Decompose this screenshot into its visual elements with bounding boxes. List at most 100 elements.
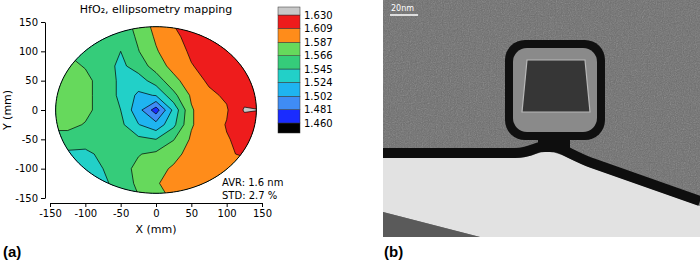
x-tick: -50 (113, 203, 129, 219)
grid-cell (147, 132, 165, 147)
y-tick-mark (41, 22, 45, 23)
annotation: STD: 2.7 % (222, 190, 277, 201)
annotation: AVR: 1.6 nm (222, 177, 283, 188)
grid-cell (253, 29, 271, 44)
contour-band (172, 15, 270, 157)
y-tick-mark (41, 198, 45, 199)
x-axis: -150-100-50050100150 (39, 203, 272, 219)
grid-cell (94, 161, 112, 176)
figure: -150-100-50050100150-150-100-50050100150… (0, 0, 700, 264)
x-tick: 50 (185, 203, 198, 219)
y-tick: -100 (15, 163, 45, 174)
y-tick-label: 0 (32, 105, 38, 116)
grid-cell (147, 44, 165, 59)
grid-cell (112, 88, 130, 103)
y-tick-mark (41, 110, 45, 111)
grid-cell (77, 59, 95, 74)
grid-cell (147, 59, 165, 74)
grid-cell (253, 147, 271, 162)
colorbar-box (278, 42, 300, 55)
tem-pillar-core (522, 60, 590, 112)
x-tick-mark (156, 203, 157, 207)
grid-cell (94, 147, 112, 162)
y-tick-label: -50 (22, 134, 38, 145)
colorbar-box (278, 123, 300, 133)
y-tick-label: -100 (15, 163, 38, 174)
y-tick-mark (41, 169, 45, 170)
x-tick: 100 (218, 203, 237, 219)
colorbar-box (278, 15, 300, 28)
grid-cell (218, 73, 236, 88)
grid-cell (59, 15, 77, 30)
grid-cell (147, 29, 165, 44)
grid-cell (41, 176, 59, 191)
grid-cell (130, 59, 148, 74)
grid-cell (218, 132, 236, 147)
grid-cell (200, 73, 218, 88)
x-tick-label: -100 (74, 208, 97, 219)
grid-cell (165, 147, 183, 162)
scale-bar-label: 20nm (391, 4, 414, 13)
grid-cell (253, 161, 271, 176)
grid-cell (41, 73, 59, 88)
grid-cell (147, 176, 165, 191)
grid-cell (94, 103, 112, 118)
grid-cell (218, 147, 236, 162)
x-tick-label: 50 (185, 208, 198, 219)
scale-bar (390, 14, 418, 16)
colorbar-label: 1.481 (304, 104, 333, 115)
grid-cell (130, 147, 148, 162)
grid-cell (77, 88, 95, 103)
grid-cell (236, 15, 254, 30)
y-tick-mark (41, 81, 45, 82)
tem-substrate-bottom (383, 212, 480, 237)
grid-cell (218, 88, 236, 103)
colorbar-box (278, 110, 300, 123)
chart-title: HfO₂, ellipsometry mapping (80, 3, 232, 16)
grid-cell (130, 103, 148, 118)
grid-cell (130, 117, 148, 132)
grid-cell (59, 44, 77, 59)
grid-cell (94, 88, 112, 103)
grid-cell (218, 59, 236, 74)
tem-liner (383, 146, 700, 201)
y-tick: -50 (22, 134, 45, 145)
colorbar-label: 1.609 (304, 23, 333, 34)
grid-cell (183, 161, 201, 176)
grid-cell (200, 103, 218, 118)
grid-cell (41, 59, 59, 74)
x-tick: 0 (153, 203, 159, 219)
grid-cell (112, 161, 130, 176)
y-tick: 0 (32, 105, 45, 116)
wafer-outline (56, 27, 257, 194)
y-axis-line (45, 23, 46, 199)
colorbar-box (278, 69, 300, 82)
x-tick-label: -50 (113, 208, 129, 219)
tem-image (383, 0, 700, 237)
grid-cell (183, 44, 201, 59)
colorbar-box (278, 28, 300, 42)
grid-cell (200, 147, 218, 162)
y-tick-label: 150 (19, 17, 38, 28)
grid-cell (94, 132, 112, 147)
grid-cell (200, 161, 218, 176)
grid-cell (130, 44, 148, 59)
x-tick: -150 (39, 203, 62, 219)
grid-cell (77, 132, 95, 147)
grid-cell (165, 161, 183, 176)
grid-cell (236, 103, 254, 118)
grid-cell (77, 176, 95, 191)
colorbar-label: 1.502 (304, 91, 333, 102)
grid-cell (183, 88, 201, 103)
colorbar-label: 1.524 (304, 77, 333, 88)
grid-cell (253, 44, 271, 59)
grid-cell (112, 15, 130, 30)
grid-cell (218, 15, 236, 30)
grid-cell (200, 117, 218, 132)
grid-cell (165, 73, 183, 88)
grid-cell (147, 117, 165, 132)
grid-cell (165, 59, 183, 74)
grid-cell (112, 132, 130, 147)
grid-cell (200, 15, 218, 30)
grid-cell (59, 103, 77, 118)
